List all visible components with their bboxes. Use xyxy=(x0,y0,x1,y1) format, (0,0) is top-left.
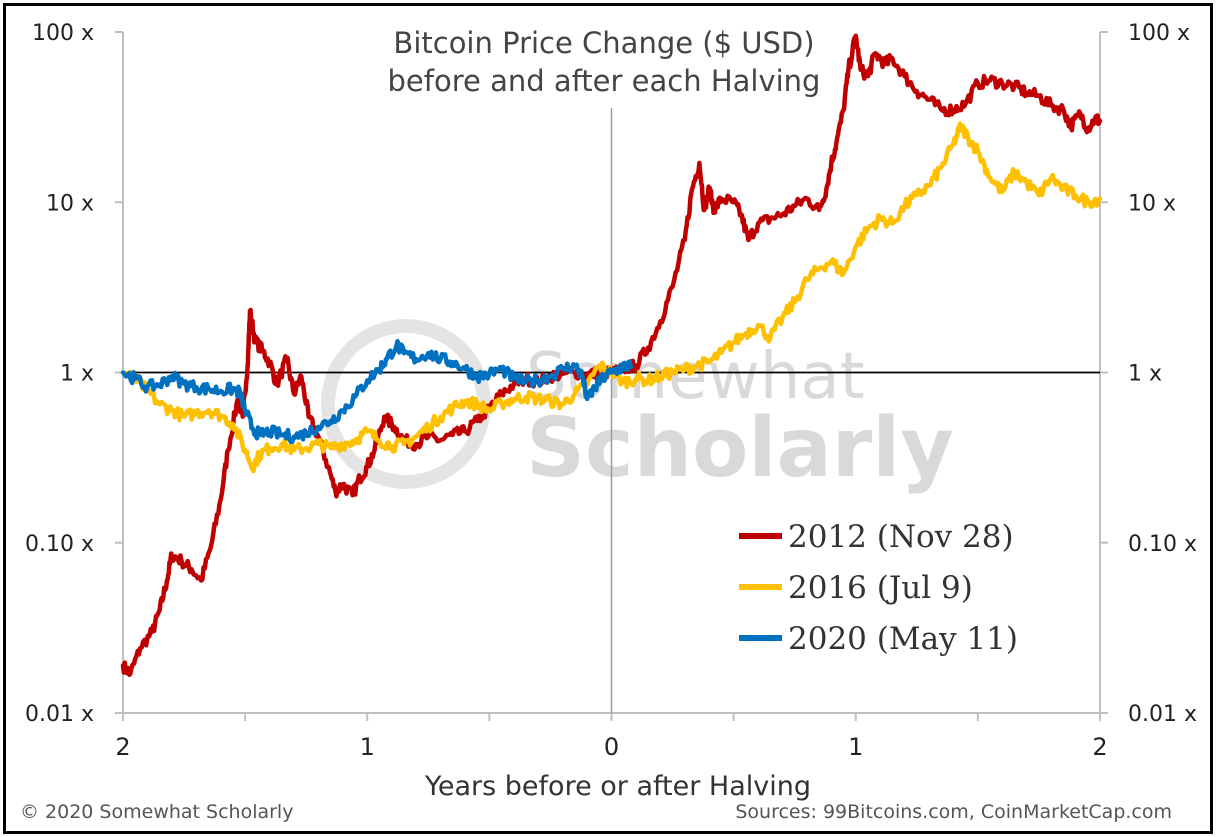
y-tick-label-right: 0.01 x xyxy=(1128,702,1197,727)
y-tick-label-left: 0.10 x xyxy=(25,532,94,557)
footer-copyright: © 2020 Somewhat Scholarly xyxy=(20,801,293,823)
x-axis-label: Years before or after Halving xyxy=(424,771,811,802)
y-tick-label-left: 1 x xyxy=(60,362,94,387)
y-tick-label-left: 100 x xyxy=(32,21,94,46)
footer-sources: Sources: 99Bitcoins.com, CoinMarketCap.c… xyxy=(735,801,1172,823)
y-tick-label-right: 0.10 x xyxy=(1128,532,1197,557)
x-tick-label: 1 xyxy=(360,733,375,761)
chart-title-line-2: before and after each Halving xyxy=(388,64,821,98)
watermark-line-2: Scholarly xyxy=(526,401,954,496)
x-tick-label: 2 xyxy=(1092,733,1107,761)
y-tick-label-right: 1 x xyxy=(1128,362,1162,387)
legend-label-0: 2012 (Nov 28) xyxy=(788,519,1014,555)
y-tick-label-right: 10 x xyxy=(1128,191,1176,216)
y-tick-label-right: 100 x xyxy=(1128,21,1190,46)
y-tick-label-left: 10 x xyxy=(46,191,94,216)
chart-frame: Somewhat Scholarly 0.01 x 0.01 x 0.10 x 0.1… xyxy=(3,3,1213,834)
series-line-2 xyxy=(120,338,634,445)
series-layer xyxy=(120,33,1103,678)
x-tick-label: 2 xyxy=(115,733,130,761)
legend-label-1: 2016 (Jul 9) xyxy=(788,570,973,606)
legend: 2012 (Nov 28) 2016 (Jul 9) 2020 (May 11) xyxy=(739,519,1018,657)
chart-svg: Somewhat Scholarly 0.01 x 0.01 x 0.10 x 0.1… xyxy=(20,21,1197,823)
y-tick-label-left: 0.01 x xyxy=(25,702,94,727)
x-tick-label: 0 xyxy=(604,733,619,761)
x-tick-label: 1 xyxy=(848,733,863,761)
legend-label-2: 2020 (May 11) xyxy=(788,621,1018,657)
chart-title-line-1: Bitcoin Price Change ($ USD) xyxy=(393,26,814,60)
watermark: Somewhat Scholarly xyxy=(321,319,954,496)
